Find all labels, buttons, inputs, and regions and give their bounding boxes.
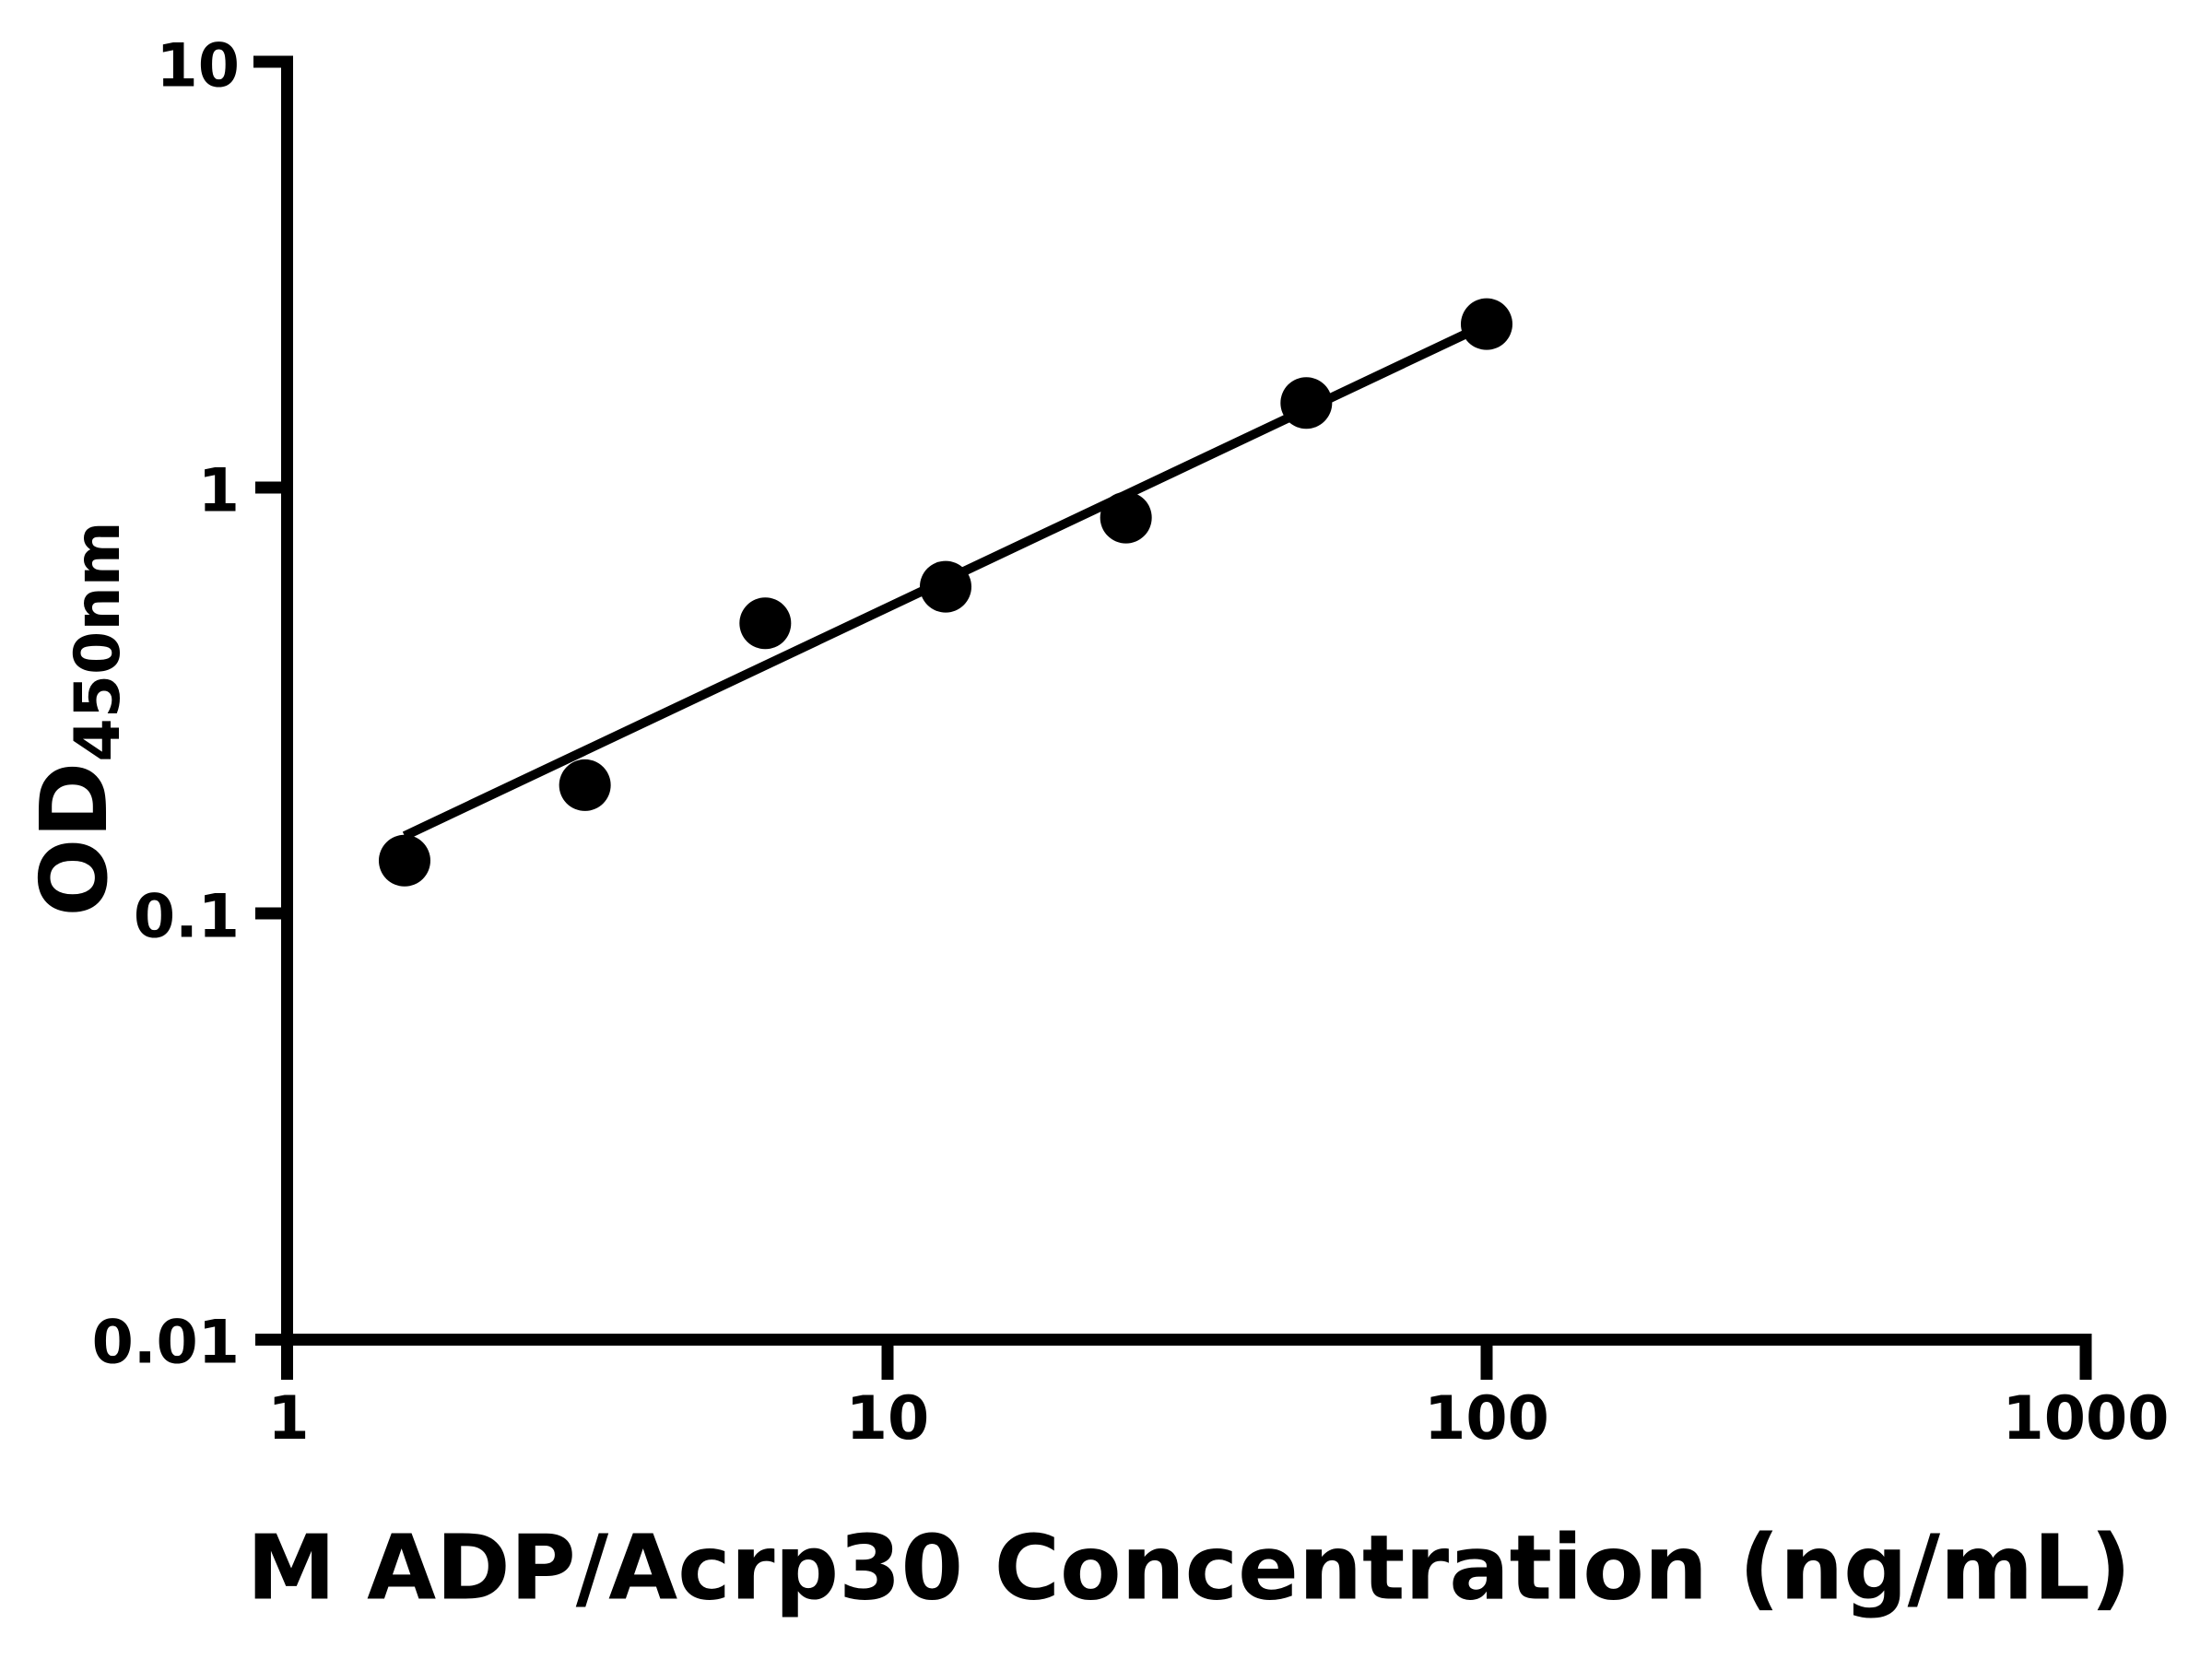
x-tick-label-1000: 1000 <box>2002 1384 2170 1453</box>
y-axis-title-main: OD <box>20 761 128 917</box>
y-axis-title-subscript: 450nm <box>62 521 135 762</box>
x-axis-line <box>255 1334 2092 1380</box>
y-tick-label-0.1: 0.1 <box>133 882 240 952</box>
data-point <box>559 759 611 811</box>
data-point <box>1100 491 1152 544</box>
y-axis-line <box>253 55 293 1380</box>
x-tick-label-100: 100 <box>1424 1384 1549 1453</box>
data-point <box>378 834 430 887</box>
y-tick-label-10: 10 <box>156 31 240 101</box>
data-point <box>919 560 971 613</box>
data-point <box>739 597 792 650</box>
x-tick-label-10: 10 <box>845 1384 930 1453</box>
x-tick-label-1: 1 <box>267 1384 310 1453</box>
data-point <box>1461 298 1512 350</box>
y-axis-title: OD450nm <box>20 521 135 916</box>
y-tick-label-1: 1 <box>197 456 240 526</box>
y-tick-label-0.01: 0.01 <box>91 1308 240 1378</box>
x-axis-title: M ADP/Acrp30 Concentration (ng/mL) <box>246 1515 2132 1620</box>
data-point <box>1280 377 1333 429</box>
